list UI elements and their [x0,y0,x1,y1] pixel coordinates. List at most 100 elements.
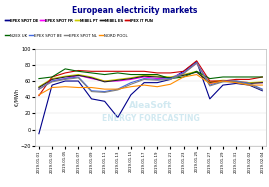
N2EX UK [77,70,80,72]
EPEX SPOT FR [261,82,264,84]
MIBEL PT [129,77,133,79]
Text: European electricity markets: European electricity markets [72,6,197,15]
Line: NORD POOL: NORD POOL [39,75,262,95]
MIBEL PT [143,74,146,76]
IPEX IT PUN [221,80,225,82]
Text: ENERGY FORECASTING: ENERGY FORECASTING [102,114,200,123]
N2EX UK [155,73,159,76]
N2EX UK [169,77,172,80]
EPEX SPOT NL [129,83,133,85]
MIBEL ES [221,80,225,82]
EPEX SPOT FR [155,77,159,80]
EPEX SPOT NL [261,89,264,91]
EPEX SPOT FR [182,72,185,74]
N2EX UK [90,72,93,74]
MIBEL PT [221,79,225,81]
MIBEL PT [247,82,251,84]
EPEX SPOT FR [169,77,172,79]
Line: MIBEL PT: MIBEL PT [39,71,262,87]
MIBEL PT [261,81,264,83]
EPEX SPOT NL [37,88,41,90]
EPEX SPOT FR [208,82,211,85]
EPEX SPOT NL [208,85,211,87]
MIBEL ES [155,76,159,78]
EPEX SPOT DE [261,90,264,92]
EPEX SPOT DE [116,116,119,119]
NORD POOL [103,88,106,90]
N2EX UK [51,76,54,78]
EPEX SPOT DE [90,98,93,100]
NORD POOL [143,84,146,86]
MIBEL ES [103,81,106,83]
EPEX SPOT FR [103,80,106,82]
EPEX SPOT NL [116,89,119,91]
EPEX SPOT NL [103,91,106,94]
MIBEL ES [143,75,146,77]
MIBEL ES [195,71,198,73]
NORD POOL [235,82,238,84]
MIBEL PT [77,73,80,76]
N2EX UK [129,73,133,76]
N2EX UK [235,76,238,78]
EPEX SPOT NL [195,62,198,64]
EPEX SPOT NL [247,83,251,85]
Text: AleaSoft: AleaSoft [129,101,172,110]
EPEX SPOT BE [195,61,198,64]
MIBEL PT [195,70,198,72]
MIBEL ES [90,77,93,79]
MIBEL PT [51,77,54,80]
IPEX IT PUN [143,70,146,72]
EPEX SPOT BE [143,77,146,80]
NORD POOL [182,76,185,78]
N2EX UK [261,76,264,78]
N2EX UK [37,77,41,80]
MIBEL ES [169,77,172,79]
EPEX SPOT NL [77,77,80,79]
EPEX SPOT NL [90,91,93,93]
EPEX SPOT FR [235,80,238,82]
MIBEL PT [182,73,185,76]
EPEX SPOT BE [77,76,80,78]
Line: IPEX IT PUN: IPEX IT PUN [39,61,262,96]
N2EX UK [221,76,225,78]
Y-axis label: €/MWh: €/MWh [14,89,19,106]
MIBEL ES [261,82,264,84]
EPEX SPOT DE [155,82,159,84]
MIBEL PT [208,81,211,83]
EPEX SPOT NL [155,79,159,81]
EPEX SPOT FR [116,80,119,82]
EPEX SPOT BE [247,82,251,85]
EPEX SPOT BE [235,80,238,82]
EPEX SPOT NL [63,78,67,81]
IPEX IT PUN [90,70,93,72]
EPEX SPOT BE [116,88,119,90]
MIBEL ES [182,74,185,76]
N2EX UK [63,68,67,70]
MIBEL ES [247,82,251,85]
EPEX SPOT DE [169,78,172,81]
EPEX SPOT DE [51,84,54,86]
Legend: N2EX UK, EPEX SPOT BE, EPEX SPOT NL, NORD POOL: N2EX UK, EPEX SPOT BE, EPEX SPOT NL, NOR… [5,34,128,38]
EPEX SPOT DE [221,84,225,86]
EPEX SPOT DE [208,98,211,100]
IPEX IT PUN [63,72,67,74]
EPEX SPOT FR [221,80,225,82]
NORD POOL [63,86,67,88]
EPEX SPOT BE [51,80,54,82]
EPEX SPOT BE [155,78,159,81]
EPEX SPOT FR [51,80,54,82]
EPEX SPOT BE [261,88,264,90]
EPEX SPOT NL [169,78,172,81]
EPEX SPOT FR [143,76,146,78]
Legend: EPEX SPOT DE, EPEX SPOT FR, MIBEL PT, MIBEL ES, IPEX IT PUN: EPEX SPOT DE, EPEX SPOT FR, MIBEL PT, MI… [5,19,153,23]
EPEX SPOT FR [63,77,67,80]
EPEX SPOT BE [103,91,106,93]
EPEX SPOT BE [63,77,67,80]
MIBEL PT [37,86,41,88]
IPEX IT PUN [208,80,211,82]
NORD POOL [247,84,251,86]
IPEX IT PUN [116,70,119,72]
MIBEL ES [129,77,133,80]
Line: EPEX SPOT BE: EPEX SPOT BE [39,62,262,92]
MIBEL PT [155,75,159,77]
